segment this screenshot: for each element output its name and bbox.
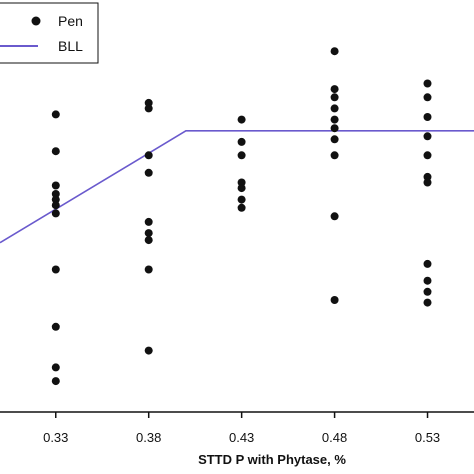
- pen-point: [51, 195, 60, 204]
- pen-point: [330, 151, 339, 160]
- x-tick-label: 0.38: [136, 430, 161, 445]
- pen-point: [423, 93, 432, 102]
- pen-point: [237, 137, 246, 146]
- pen-point: [51, 209, 60, 218]
- pen-point: [237, 203, 246, 212]
- pen-point: [51, 363, 60, 372]
- pen-point: [51, 322, 60, 331]
- pen-point: [423, 113, 432, 121]
- pen-point: [423, 287, 432, 296]
- series-bll-line: [0, 130, 474, 244]
- x-tick-label: 0.33: [43, 430, 68, 445]
- pen-point: [144, 98, 153, 107]
- legend: Pen BLL: [0, 2, 99, 64]
- legend-pen-marker: [31, 16, 41, 26]
- pen-point: [144, 229, 153, 238]
- pen-point: [51, 201, 60, 210]
- x-axis-ticks: 0.33 0.38 0.43 0.48 0.53: [43, 412, 440, 445]
- x-tick-label: 0.43: [229, 430, 254, 445]
- pen-point: [237, 195, 246, 204]
- pen-point: [330, 104, 339, 113]
- plot-area: [0, 47, 474, 386]
- pen-point: [144, 151, 153, 160]
- pen-point: [330, 47, 339, 56]
- pen-point: [144, 104, 153, 113]
- pen-point: [423, 132, 432, 141]
- pen-point: [423, 276, 432, 285]
- pen-point: [330, 135, 339, 144]
- pen-point: [330, 115, 339, 124]
- pen-point: [423, 172, 432, 181]
- x-tick-label: 0.53: [415, 430, 440, 445]
- pen-point: [330, 124, 339, 133]
- pen-point: [144, 265, 153, 274]
- pen-point: [330, 85, 339, 94]
- pen-point: [51, 147, 60, 156]
- pen-point: [237, 151, 246, 160]
- legend-bll-label: BLL: [58, 38, 83, 54]
- x-tick-label: 0.48: [322, 430, 347, 445]
- pen-point: [237, 184, 246, 193]
- pen-point: [144, 168, 153, 177]
- pen-point: [144, 346, 153, 355]
- pen-point: [423, 151, 432, 160]
- legend-pen-label: Pen: [58, 13, 83, 29]
- pen-point: [237, 178, 246, 187]
- pen-point: [144, 217, 153, 226]
- pen-point: [423, 298, 432, 307]
- pen-point: [51, 190, 60, 198]
- pen-point: [423, 79, 432, 88]
- pen-point: [237, 115, 246, 124]
- pen-point: [144, 236, 153, 245]
- pen-point: [423, 178, 432, 187]
- pen-point: [51, 265, 60, 274]
- pen-point: [423, 259, 432, 268]
- legend-box: [0, 2, 99, 64]
- pen-point: [330, 212, 339, 221]
- x-axis-title: STTD P with Phytase, %: [198, 452, 346, 467]
- pen-point: [51, 181, 60, 190]
- pen-point: [330, 296, 339, 304]
- pen-point: [51, 377, 60, 386]
- pen-point: [51, 110, 60, 119]
- pen-point: [330, 93, 339, 102]
